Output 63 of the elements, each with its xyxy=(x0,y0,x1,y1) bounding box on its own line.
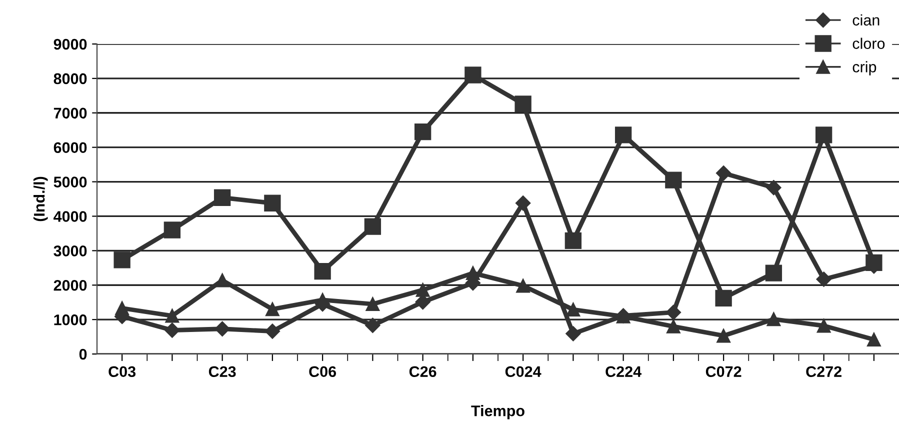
point xyxy=(115,301,130,316)
x-tick-label: C23 xyxy=(208,366,236,378)
point xyxy=(614,126,632,144)
point xyxy=(766,180,782,196)
y-tick-label: 7000 xyxy=(54,108,87,119)
point xyxy=(264,324,280,339)
point xyxy=(866,332,881,346)
legend-label: crip xyxy=(852,61,876,76)
x-tick-label: C272 xyxy=(806,366,842,378)
x-tick-label: C06 xyxy=(309,366,336,378)
x-tick-label: C03 xyxy=(108,366,136,378)
point xyxy=(766,312,781,326)
point xyxy=(765,264,782,282)
y-tick-label: 3000 xyxy=(54,246,87,256)
point xyxy=(164,322,180,338)
x-axis-title: Tiempo xyxy=(471,405,524,420)
point xyxy=(466,266,480,280)
x-tick-label: C024 xyxy=(505,366,542,378)
point xyxy=(265,302,280,316)
point xyxy=(564,232,582,250)
x-tick-label: C224 xyxy=(606,366,642,378)
point xyxy=(716,166,732,181)
point xyxy=(414,124,432,140)
point xyxy=(514,96,532,112)
x-tick-label: C072 xyxy=(706,366,742,378)
y-tick-label: 8000 xyxy=(54,73,87,84)
y-tick-label: 6000 xyxy=(54,142,87,154)
point xyxy=(566,302,580,317)
point xyxy=(214,189,231,206)
point xyxy=(815,126,832,144)
y-tick-label: 2000 xyxy=(54,280,87,291)
point xyxy=(464,66,482,84)
point xyxy=(114,252,130,268)
point xyxy=(515,196,531,211)
point xyxy=(665,172,682,188)
point xyxy=(816,272,832,287)
point xyxy=(264,194,281,212)
point xyxy=(165,308,180,323)
point xyxy=(214,321,230,336)
point xyxy=(715,290,732,307)
y-tick-label: 4000 xyxy=(54,211,87,222)
point xyxy=(666,304,682,320)
y-tick-label: 5000 xyxy=(54,176,87,188)
y-tick-label: 0 xyxy=(79,348,87,360)
point xyxy=(364,218,382,235)
point xyxy=(866,254,882,272)
point xyxy=(366,297,380,311)
point xyxy=(566,326,581,342)
y-axis-title: (Ind./l) xyxy=(33,176,48,222)
x-tick-label: C26 xyxy=(409,366,436,378)
y-tick-label: 1000 xyxy=(54,314,87,326)
point xyxy=(416,282,430,297)
point xyxy=(164,222,181,238)
legend-label: cloro xyxy=(852,38,885,49)
y-tick-label: 9000 xyxy=(54,38,87,50)
point xyxy=(314,263,331,280)
point xyxy=(716,328,731,343)
point xyxy=(516,278,530,293)
point xyxy=(365,318,380,333)
point xyxy=(666,320,680,334)
point xyxy=(215,273,230,288)
legend-label: cian xyxy=(852,14,880,26)
point xyxy=(816,318,831,333)
